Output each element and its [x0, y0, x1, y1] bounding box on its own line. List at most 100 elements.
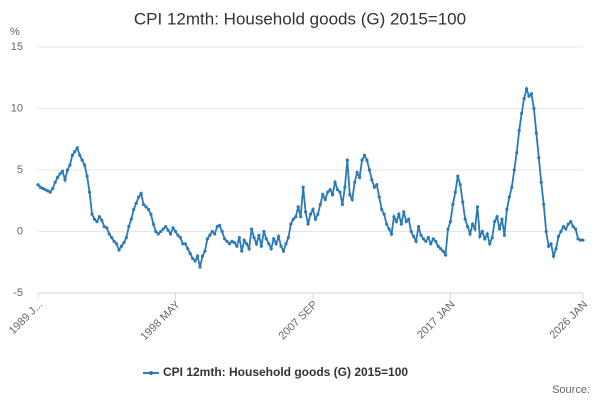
data-point [377, 195, 381, 199]
data-point [581, 238, 585, 242]
data-point [367, 168, 372, 172]
data-point [124, 236, 128, 240]
data-point [350, 197, 354, 202]
data-point [102, 224, 106, 229]
data-point [117, 248, 121, 252]
data-point [183, 242, 187, 246]
data-point [240, 249, 244, 253]
data-point [559, 229, 563, 234]
data-point [574, 227, 578, 231]
data-point [97, 215, 101, 219]
data-point [318, 202, 322, 207]
data-point [151, 222, 155, 226]
data-point [218, 223, 222, 227]
data-point [380, 207, 384, 211]
data-point [414, 239, 418, 243]
data-point [257, 233, 261, 237]
data-point [434, 239, 438, 243]
data-point [561, 224, 565, 229]
data-point [547, 244, 551, 248]
data-point [453, 190, 457, 194]
data-point [412, 234, 416, 239]
data-point [475, 205, 480, 209]
data-point [237, 236, 241, 240]
data-point [394, 220, 399, 224]
data-point [225, 239, 229, 243]
data-point [245, 242, 249, 246]
data-point [53, 180, 57, 184]
data-point [461, 200, 465, 204]
data-point [43, 188, 47, 192]
data-point [299, 215, 303, 219]
data-point [466, 224, 470, 229]
data-point [429, 242, 433, 246]
data-point [404, 220, 408, 224]
data-point [36, 183, 40, 187]
data-point [279, 244, 283, 248]
data-point [249, 227, 254, 231]
data-point [90, 212, 94, 216]
data-point [264, 237, 268, 241]
data-point [235, 244, 239, 248]
data-point [387, 227, 391, 231]
data-point [139, 191, 143, 195]
data-point [78, 153, 82, 157]
data-point [65, 168, 70, 172]
data-point [517, 129, 521, 133]
data-point [335, 188, 340, 192]
data-point [164, 224, 168, 229]
x-tick-label: 1989 J... [7, 299, 45, 337]
data-point [134, 201, 138, 205]
data-point [566, 222, 570, 226]
data-point [232, 240, 236, 245]
data-point [296, 205, 300, 209]
data-point [473, 227, 477, 231]
data-point [397, 212, 401, 216]
data-point [468, 232, 472, 236]
data-point [443, 253, 448, 257]
data-point [173, 229, 178, 234]
legend-swatch-dot [149, 371, 153, 375]
data-point [137, 195, 141, 199]
data-point [80, 158, 84, 162]
data-point [355, 170, 359, 175]
y-tick-label: 10 [11, 102, 23, 114]
y-tick-label: -5 [13, 287, 23, 299]
data-point [168, 232, 173, 236]
data-point [154, 229, 158, 234]
data-point [522, 97, 526, 101]
data-point [284, 242, 288, 246]
data-point [495, 215, 499, 219]
data-point [252, 236, 256, 240]
data-point [537, 156, 541, 160]
data-point [242, 238, 246, 242]
data-point [520, 111, 524, 116]
data-point [527, 94, 531, 98]
y-tick-label: 0 [17, 225, 23, 237]
data-point [343, 185, 347, 189]
data-point [345, 158, 349, 162]
data-point [569, 220, 573, 224]
data-point [463, 217, 467, 221]
data-point [87, 190, 92, 194]
data-point [362, 153, 367, 157]
data-point [100, 218, 104, 223]
data-point [551, 254, 556, 258]
data-point [402, 210, 406, 214]
data-point [41, 186, 45, 191]
data-point [357, 175, 362, 179]
data-point [210, 229, 214, 234]
data-point [512, 168, 516, 172]
data-point [338, 190, 342, 194]
data-point [490, 236, 494, 240]
data-point [48, 190, 52, 194]
data-point [156, 232, 160, 236]
data-point [439, 247, 443, 251]
data-point [419, 233, 423, 237]
data-point [281, 249, 286, 253]
data-point [132, 207, 136, 211]
data-point [542, 202, 546, 207]
data-point [73, 149, 77, 154]
data-point [353, 180, 357, 184]
data-point [203, 249, 207, 253]
